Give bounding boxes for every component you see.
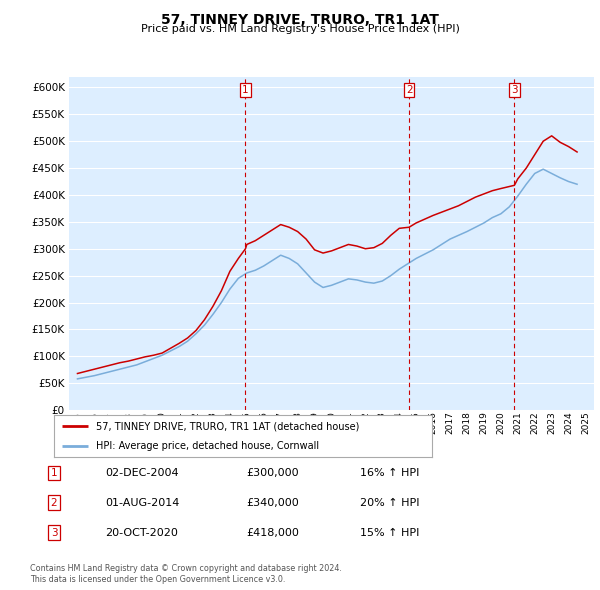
Text: 57, TINNEY DRIVE, TRURO, TR1 1AT: 57, TINNEY DRIVE, TRURO, TR1 1AT — [161, 13, 439, 27]
Text: 20% ↑ HPI: 20% ↑ HPI — [360, 498, 419, 507]
Text: This data is licensed under the Open Government Licence v3.0.: This data is licensed under the Open Gov… — [30, 575, 286, 584]
Text: 20-OCT-2020: 20-OCT-2020 — [105, 528, 178, 537]
Text: 01-AUG-2014: 01-AUG-2014 — [105, 498, 179, 507]
Text: £340,000: £340,000 — [246, 498, 299, 507]
Text: 57, TINNEY DRIVE, TRURO, TR1 1AT (detached house): 57, TINNEY DRIVE, TRURO, TR1 1AT (detach… — [95, 421, 359, 431]
Text: HPI: Average price, detached house, Cornwall: HPI: Average price, detached house, Corn… — [95, 441, 319, 451]
Text: 02-DEC-2004: 02-DEC-2004 — [105, 468, 179, 478]
Text: 15% ↑ HPI: 15% ↑ HPI — [360, 528, 419, 537]
Text: Price paid vs. HM Land Registry's House Price Index (HPI): Price paid vs. HM Land Registry's House … — [140, 24, 460, 34]
Text: 16% ↑ HPI: 16% ↑ HPI — [360, 468, 419, 478]
Text: Contains HM Land Registry data © Crown copyright and database right 2024.: Contains HM Land Registry data © Crown c… — [30, 565, 342, 573]
Text: 2: 2 — [50, 498, 58, 507]
Text: 3: 3 — [511, 85, 518, 95]
Text: 1: 1 — [50, 468, 58, 478]
Text: £418,000: £418,000 — [246, 528, 299, 537]
Text: 3: 3 — [50, 528, 58, 537]
Text: £300,000: £300,000 — [246, 468, 299, 478]
Text: 2: 2 — [406, 85, 412, 95]
Text: 1: 1 — [242, 85, 249, 95]
